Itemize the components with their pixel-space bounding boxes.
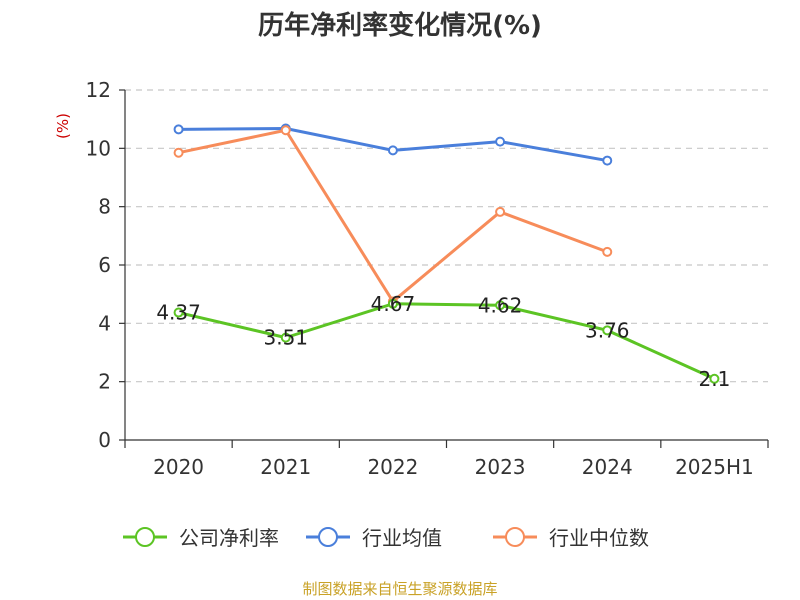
x-tick-label-2024: 2024 — [582, 455, 633, 479]
series-line-0 — [178, 302, 716, 381]
x-tick-label-2020: 2020 — [153, 455, 204, 479]
data-label-2023: 4.62 — [478, 293, 523, 317]
legend-marker-2 — [505, 527, 525, 547]
legend-item-0[interactable]: 公司净利率 — [123, 526, 279, 550]
point-2-2020 — [173, 147, 184, 158]
grid-lines — [125, 89, 768, 383]
point-0-2022 — [387, 298, 398, 309]
point-2-2021 — [280, 125, 291, 136]
legend[interactable]: 公司净利率 行业均值 行业中位数 — [123, 526, 649, 550]
series-group — [173, 123, 720, 384]
point-1-2022 — [387, 145, 398, 156]
series-line-2 — [178, 128, 608, 303]
data-label-2022: 4.67 — [371, 292, 416, 316]
legend-label-0: 公司净利率 — [179, 526, 279, 550]
point-0-2023 — [495, 300, 506, 311]
y-tick-label-2: 4 — [98, 311, 111, 335]
point-0-2021 — [280, 332, 291, 343]
data-label-2024: 3.76 — [585, 318, 630, 342]
point-1-2020 — [173, 124, 184, 135]
data-label-2020: 4.37 — [156, 301, 201, 325]
data-labels: 4.37 3.51 4.67 4.62 3.76 2.1 — [156, 292, 730, 391]
source-note: 制图数据来自恒生聚源数据库 — [302, 580, 497, 598]
y-tick-label-4: 8 — [98, 195, 111, 219]
x-tick-label-2021: 2021 — [260, 455, 311, 479]
legend-item-2[interactable]: 行业中位数 — [493, 526, 649, 550]
data-label-2025H1: 2.1 — [699, 367, 731, 391]
y-tick-label-1: 2 — [98, 370, 111, 394]
point-0-2020 — [173, 307, 184, 318]
y-tick-label-6: 12 — [86, 78, 111, 102]
point-0-2024 — [602, 325, 613, 336]
legend-label-1: 行业均值 — [362, 526, 442, 550]
chart-title: 历年净利率变化情况(%) — [258, 10, 542, 41]
x-tick-label-2022: 2022 — [367, 455, 418, 479]
point-2-2023 — [495, 206, 506, 217]
x-tick-label-2023: 2023 — [475, 455, 526, 479]
point-0-2025H1 — [709, 373, 720, 384]
legend-label-2: 行业中位数 — [549, 526, 649, 550]
point-2-2024 — [602, 246, 613, 257]
y-tick-label-3: 6 — [98, 253, 111, 277]
y-axis-unit: (%) — [54, 113, 72, 139]
y-tick-label-5: 10 — [86, 136, 111, 160]
data-label-2021: 3.51 — [263, 326, 308, 350]
legend-marker-1 — [318, 527, 338, 547]
legend-marker-0 — [135, 527, 155, 547]
y-tick-label-0: 0 — [98, 428, 111, 452]
point-1-2024 — [602, 155, 613, 166]
point-1-2023 — [495, 136, 506, 147]
x-tick-label-2025H1: 2025H1 — [675, 455, 754, 479]
series-line-1 — [178, 127, 608, 163]
legend-item-1[interactable]: 行业均值 — [306, 526, 442, 550]
axes: 0 2 4 6 8 10 12 2020 2021 2022 2023 2024 2025H1 — [86, 78, 769, 479]
